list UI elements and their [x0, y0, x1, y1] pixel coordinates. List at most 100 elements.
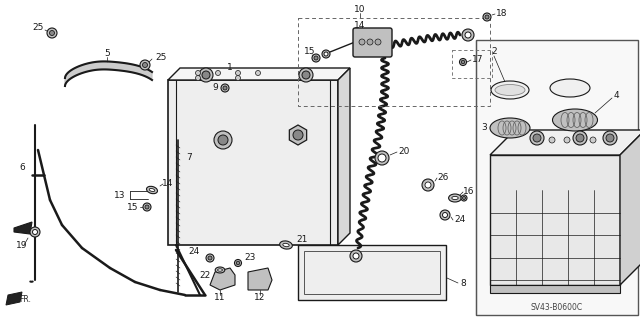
Text: 11: 11 — [214, 293, 226, 302]
Ellipse shape — [147, 186, 157, 194]
Circle shape — [221, 84, 229, 92]
Polygon shape — [14, 222, 32, 234]
Circle shape — [590, 137, 596, 143]
Circle shape — [206, 254, 214, 262]
Circle shape — [255, 70, 260, 76]
Circle shape — [234, 259, 241, 266]
Circle shape — [465, 32, 471, 38]
Text: 3: 3 — [481, 123, 487, 132]
Circle shape — [573, 131, 587, 145]
Circle shape — [30, 227, 40, 237]
Circle shape — [202, 71, 210, 79]
Circle shape — [322, 50, 330, 58]
Text: 10: 10 — [355, 5, 365, 14]
Polygon shape — [65, 62, 152, 86]
Circle shape — [208, 256, 212, 260]
FancyBboxPatch shape — [353, 28, 392, 57]
Circle shape — [422, 179, 434, 191]
Circle shape — [367, 39, 373, 45]
Circle shape — [425, 182, 431, 188]
Polygon shape — [338, 68, 350, 245]
Circle shape — [216, 70, 221, 76]
Ellipse shape — [283, 243, 289, 247]
Circle shape — [530, 131, 544, 145]
Circle shape — [353, 253, 359, 259]
Circle shape — [485, 15, 489, 19]
Bar — [490, 155, 620, 285]
Polygon shape — [168, 68, 350, 80]
Circle shape — [218, 135, 228, 145]
Text: SV43-B0600C: SV43-B0600C — [531, 302, 583, 311]
Circle shape — [549, 137, 555, 143]
Text: 12: 12 — [254, 293, 266, 302]
Circle shape — [564, 137, 570, 143]
Polygon shape — [620, 130, 640, 285]
Polygon shape — [6, 292, 22, 305]
Ellipse shape — [550, 79, 590, 97]
Circle shape — [195, 70, 200, 76]
Text: 9: 9 — [212, 84, 218, 93]
Circle shape — [236, 70, 241, 76]
Bar — [168, 80, 338, 245]
Circle shape — [33, 229, 38, 234]
Circle shape — [195, 76, 200, 80]
Bar — [476, 40, 638, 315]
Circle shape — [140, 60, 150, 70]
Circle shape — [603, 131, 617, 145]
Bar — [452, 50, 492, 78]
Circle shape — [324, 52, 328, 56]
Circle shape — [463, 197, 465, 199]
Circle shape — [214, 131, 232, 149]
Text: 13: 13 — [115, 190, 125, 199]
Text: 16: 16 — [463, 188, 474, 197]
Circle shape — [461, 195, 467, 201]
Circle shape — [440, 210, 450, 220]
Text: 19: 19 — [16, 241, 28, 249]
Text: 15: 15 — [304, 48, 316, 56]
Circle shape — [145, 205, 149, 209]
Circle shape — [143, 63, 147, 68]
Ellipse shape — [452, 197, 458, 200]
Circle shape — [533, 134, 541, 142]
Text: 21: 21 — [296, 235, 307, 244]
Circle shape — [576, 134, 584, 142]
Circle shape — [223, 86, 227, 90]
Text: 6: 6 — [19, 164, 25, 173]
Circle shape — [462, 29, 474, 41]
Circle shape — [442, 212, 447, 218]
Ellipse shape — [490, 118, 530, 138]
Circle shape — [375, 151, 389, 165]
Text: 17: 17 — [472, 56, 483, 64]
Text: 5: 5 — [104, 48, 110, 57]
Circle shape — [236, 76, 241, 80]
Circle shape — [350, 250, 362, 262]
Ellipse shape — [449, 194, 461, 202]
Text: 20: 20 — [398, 147, 410, 157]
Text: 22: 22 — [200, 271, 211, 279]
Text: 24: 24 — [454, 216, 465, 225]
Bar — [304, 251, 440, 294]
Ellipse shape — [215, 267, 225, 273]
Circle shape — [293, 130, 303, 140]
Text: 2: 2 — [491, 48, 497, 56]
Text: 14: 14 — [355, 20, 365, 29]
Ellipse shape — [218, 269, 223, 271]
Circle shape — [461, 60, 465, 64]
Text: 8: 8 — [460, 278, 466, 287]
Circle shape — [378, 154, 386, 162]
Text: 7: 7 — [186, 153, 192, 162]
Circle shape — [606, 134, 614, 142]
Circle shape — [143, 203, 151, 211]
Text: 25: 25 — [155, 53, 166, 62]
Circle shape — [47, 28, 57, 38]
Circle shape — [460, 58, 467, 65]
Polygon shape — [490, 130, 640, 155]
Text: FR.: FR. — [19, 295, 31, 305]
Text: 15: 15 — [127, 203, 138, 211]
Text: 25: 25 — [32, 24, 44, 33]
Text: 26: 26 — [437, 174, 449, 182]
Polygon shape — [248, 268, 272, 290]
Text: 18: 18 — [496, 10, 508, 19]
Text: 4: 4 — [613, 91, 619, 100]
Circle shape — [299, 68, 313, 82]
